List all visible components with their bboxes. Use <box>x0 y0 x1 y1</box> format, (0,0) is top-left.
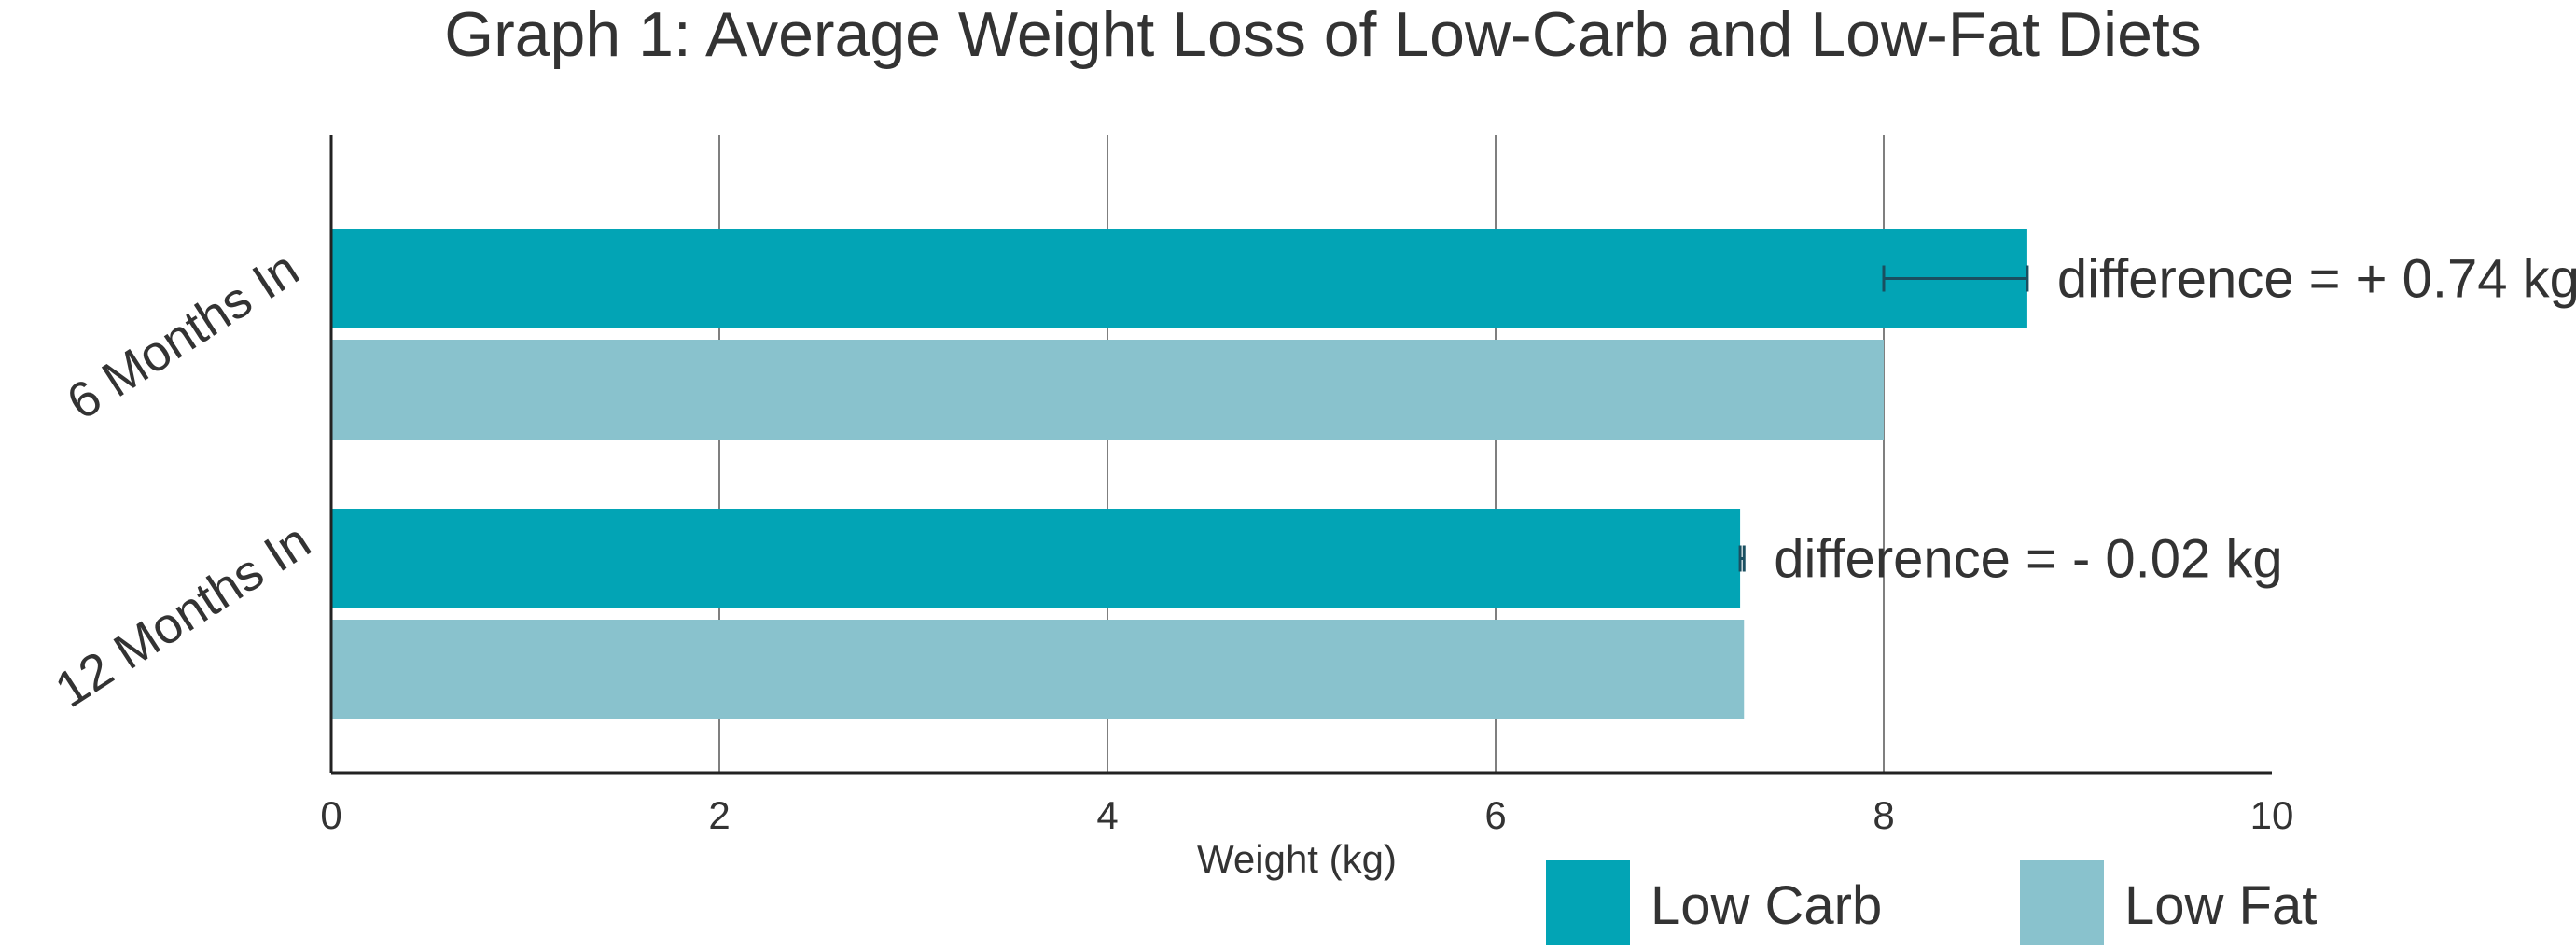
x-axis-label: Weight (kg) <box>1197 837 1397 881</box>
bar <box>331 620 1745 719</box>
bar <box>331 340 1884 440</box>
bar <box>331 229 2027 328</box>
x-tick-label: 6 <box>1484 793 1506 837</box>
legend: Low Carb Low Fat <box>1546 860 2317 945</box>
difference-label: difference = + 0.74 kg <box>2057 249 2576 310</box>
chart-title: Graph 1: Average Weight Loss of Low-Carb… <box>444 0 2202 70</box>
category-label: 12 Months In <box>46 513 321 719</box>
legend-label: Low Fat <box>2124 875 2317 936</box>
x-tick-label: 4 <box>1096 793 1118 837</box>
legend-label: Low Carb <box>1650 875 1882 936</box>
x-tick-label: 2 <box>708 793 730 837</box>
x-tick-label: 8 <box>1873 793 1894 837</box>
x-tick-label: 10 <box>2250 793 2294 837</box>
legend-swatch <box>2020 860 2104 945</box>
bar <box>331 509 1741 608</box>
legend-swatch <box>1546 860 1630 945</box>
difference-label: difference = - 0.02 kg <box>1774 529 2282 590</box>
bar-layer <box>331 229 2027 719</box>
annotation-layer: difference = + 0.74 kg difference = - 0.0… <box>1738 249 2576 590</box>
category-label: 6 Months In <box>57 241 308 431</box>
x-tick-label: 0 <box>320 793 341 837</box>
